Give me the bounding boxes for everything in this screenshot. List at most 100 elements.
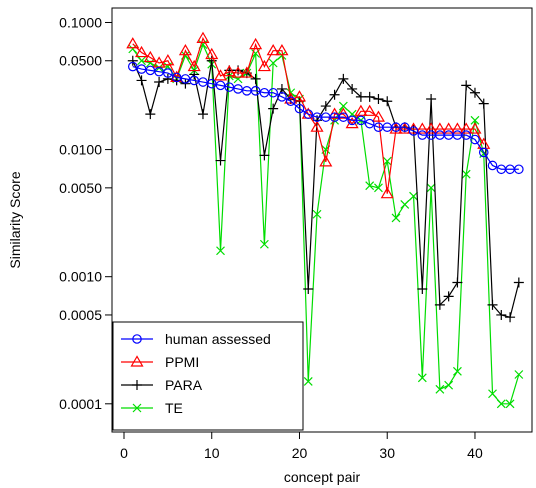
data-point-ppmi [222,65,236,77]
x-tick-label: 10 [204,445,220,461]
data-point-te [137,56,146,66]
series-line-human-assessed [132,65,519,170]
data-point-te [435,384,445,394]
data-point-te [374,183,383,193]
data-point-para [197,109,208,120]
data-point-para [426,94,437,105]
data-point-human-assessed [514,164,524,175]
x-tick-label: 30 [379,445,395,461]
data-point-ppmi [205,47,219,60]
data-point-para [513,277,524,288]
data-point-para [452,277,463,288]
data-point-para [145,109,156,120]
data-point-human-assessed [399,122,410,133]
data-point-te [426,183,436,193]
data-point-human-assessed [285,96,296,107]
data-point-para [329,89,340,100]
legend-label-ppmi: PPMI [165,354,199,370]
data-point-human-assessed [268,87,278,98]
legend-label-para: PARA [165,377,203,393]
data-point-ppmi [354,104,368,116]
data-point-human-assessed [180,74,191,84]
data-point-ppmi [371,110,385,122]
data-point-human-assessed [206,78,217,89]
legend-marker-ppmi [130,355,144,367]
data-point-para [364,91,375,102]
data-point-para [417,284,428,295]
data-point-para [496,309,507,320]
data-point-para [461,80,472,91]
series-line-para [132,60,520,318]
data-point-te [514,370,524,379]
data-point-human-assessed [487,160,498,171]
x-tick-label: 40 [467,445,483,461]
data-point-ppmi [135,45,149,58]
axis-ticks: 0 10 20 30 40 0.1000 0.0500 0.0100 0.0050 0.0010 0… [59,14,483,461]
legend-marker-te [132,403,142,413]
data-point-ppmi [345,116,359,129]
data-point-human-assessed [364,118,375,129]
data-point-ppmi [178,43,192,56]
data-point-te [496,399,506,409]
data-point-human-assessed [408,126,419,136]
y-tick-label: 0.1000 [59,14,102,30]
data-point-human-assessed [233,84,243,94]
data-point-ppmi [231,66,245,78]
data-point-te [338,101,348,111]
data-point-ppmi [143,50,157,63]
data-point-ppmi [257,59,271,72]
data-point-para [320,101,331,112]
plot-frame [111,7,533,433]
legend-label-human-assessed: human assessed [165,331,271,347]
data-point-para [434,299,445,310]
data-point-para [373,94,384,105]
data-point-ppmi [196,31,210,43]
data-point-para [382,96,393,107]
data-point-ppmi [424,122,438,134]
y-tick-label: 0.0050 [59,180,102,196]
data-point-para [154,77,165,88]
data-point-para [127,55,138,66]
x-tick-label: 0 [120,445,128,461]
data-point-ppmi [292,90,307,102]
data-point-te [145,58,155,68]
data-point-te [268,58,278,68]
data-point-te [461,169,471,179]
data-point-ppmi [266,43,280,56]
y-tick-label: 0.0005 [59,307,102,323]
data-point-human-assessed [478,147,489,158]
data-point-ppmi [459,122,473,134]
data-point-para [268,103,279,114]
data-point-ppmi [468,122,482,134]
data-point-human-assessed [294,103,305,114]
data-point-para [443,291,454,302]
y-tick-label: 0.0500 [59,53,102,69]
data-point-human-assessed [127,61,138,72]
data-point-para [162,73,173,84]
data-point-para [338,73,349,84]
data-point-ppmi [161,54,175,66]
data-point-te [216,246,225,256]
data-point-te [277,51,287,60]
data-point-te [382,156,392,166]
plot-series [126,31,524,409]
series-human-assessed [127,61,524,175]
data-point-ppmi [450,122,464,134]
legend-box [112,321,304,431]
data-point-human-assessed [356,115,366,126]
data-point-human-assessed [171,72,182,83]
data-point-para [259,150,270,161]
y-tick-label: 0.0100 [59,142,102,158]
data-point-ppmi [126,37,140,49]
data-point-ppmi [310,120,324,132]
y-axis-title: Similarity Score [7,171,23,268]
data-point-para [303,284,314,295]
data-point-human-assessed [250,86,261,96]
data-point-para [215,155,226,166]
data-point-ppmi [240,66,254,78]
data-point-te [259,239,269,249]
data-point-te [391,213,401,223]
data-point-para [347,83,358,94]
data-point-ppmi [275,43,289,56]
